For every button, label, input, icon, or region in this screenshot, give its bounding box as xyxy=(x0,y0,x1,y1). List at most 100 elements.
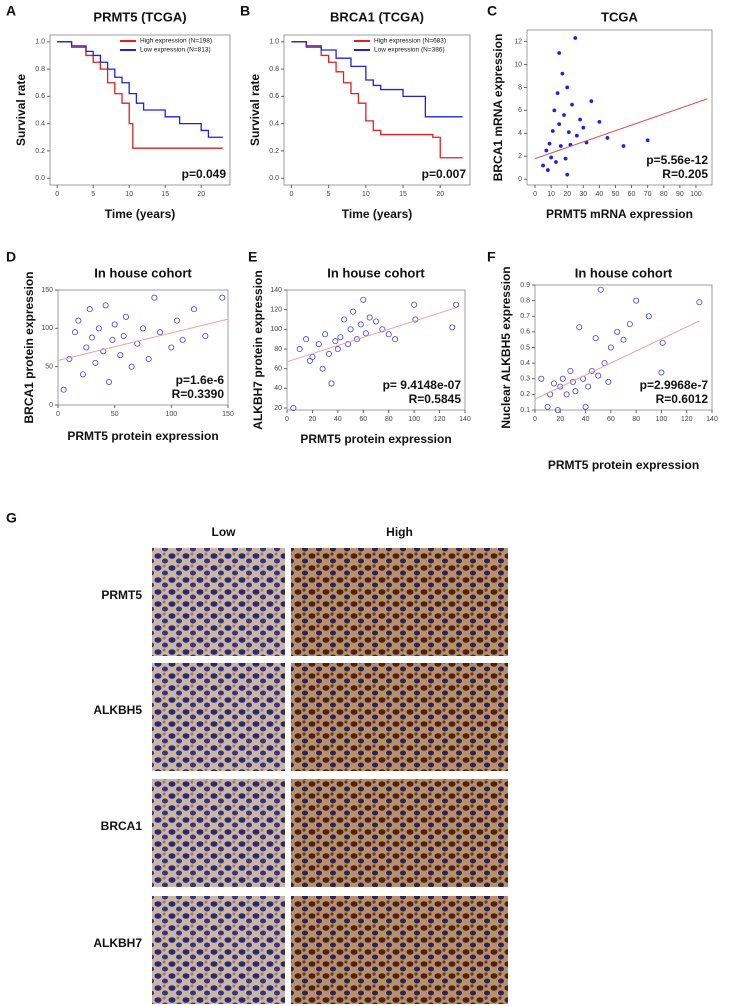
scatter-point xyxy=(581,125,586,130)
scatter-point xyxy=(89,334,96,341)
y-tick-label: 0.6 xyxy=(35,93,45,100)
scatter-point xyxy=(156,329,163,336)
y-tick-label: 1.0 xyxy=(35,39,45,46)
scatter-point xyxy=(151,294,158,301)
scatter-point xyxy=(563,156,568,161)
scatter-point xyxy=(592,335,599,342)
panel-letter: C xyxy=(487,3,497,19)
chart-title: In house cohort xyxy=(94,265,192,280)
y-tick-label: 100 xyxy=(41,325,53,332)
row-label: BRCA1 xyxy=(101,819,143,833)
scatter-point xyxy=(117,352,124,359)
scatter-point xyxy=(554,406,561,413)
scatter-point xyxy=(605,136,610,140)
scatter-point xyxy=(549,155,554,160)
x-tick-label: 100 xyxy=(690,191,702,198)
trend-line xyxy=(534,320,700,400)
x-tick-label: 10 xyxy=(362,191,370,198)
x-tick-label: 20 xyxy=(197,191,205,198)
scatter-point xyxy=(595,372,602,379)
x-tick-label: 0 xyxy=(289,191,293,198)
scatter-point xyxy=(66,355,73,362)
y-tick-label: 60 xyxy=(274,366,282,373)
panel-letter: E xyxy=(248,249,257,265)
scatter-point xyxy=(554,160,558,164)
y-tick-label: 40 xyxy=(274,385,282,392)
scatter-point xyxy=(557,122,562,127)
x-tick-label: 30 xyxy=(579,191,587,198)
y-tick-label: 0.2 xyxy=(520,391,530,398)
scatter-point xyxy=(696,299,703,306)
scatter-point xyxy=(614,328,621,335)
y-tick-label: 0.2 xyxy=(269,148,279,155)
scatter-point xyxy=(578,117,582,122)
x-tick-label: 0 xyxy=(56,411,60,418)
annotation: p=1.6e-6 xyxy=(176,373,225,387)
x-tick-label: 0 xyxy=(533,416,537,423)
scatter-point xyxy=(366,314,373,321)
x-tick-label: 60 xyxy=(607,416,615,423)
y-tick-label: 0.3 xyxy=(520,376,530,383)
x-tick-label: 80 xyxy=(632,416,640,423)
scatter-point xyxy=(332,338,339,345)
scatter-point xyxy=(544,403,551,410)
scatter-point xyxy=(559,375,566,382)
scatter-point xyxy=(659,339,666,346)
x-tick-label: 20 xyxy=(309,416,317,423)
ihc-image xyxy=(152,779,285,887)
scatter-point xyxy=(102,302,109,309)
scatter-point xyxy=(541,163,545,168)
scatter-point xyxy=(86,306,93,313)
scatter-point xyxy=(139,325,146,332)
x-tick-label: 0 xyxy=(285,416,289,423)
scatter-point xyxy=(546,168,550,172)
y-axis-label: Survival rate xyxy=(248,74,262,146)
plot-frame xyxy=(526,29,713,186)
scatter-point xyxy=(633,297,640,304)
scatter-point xyxy=(328,380,335,387)
chart-title: TCGA xyxy=(601,9,638,24)
panel-letter: F xyxy=(487,249,496,265)
scatter-point xyxy=(72,329,79,336)
scatter-point xyxy=(303,336,310,343)
y-tick-label: 0.9 xyxy=(520,282,530,289)
scatter-point xyxy=(296,346,303,353)
scatter-point xyxy=(179,336,186,343)
scatter-point xyxy=(589,99,594,104)
y-tick-label: 150 xyxy=(41,287,53,294)
annotation: R=0.5845 xyxy=(409,392,462,406)
ihc-image xyxy=(291,548,508,656)
y-axis-label: ALKBH7 protein expression xyxy=(251,270,265,429)
scatter-point xyxy=(319,365,326,372)
legend-label: Low expression (N=813) xyxy=(140,47,211,54)
scatter-point xyxy=(95,325,102,332)
scatter-point xyxy=(573,36,578,40)
scatter-point xyxy=(658,369,665,376)
scatter-point xyxy=(411,301,418,308)
scatter-point xyxy=(566,130,571,135)
y-tick-label: 0.6 xyxy=(269,93,279,100)
y-tick-label: 0.4 xyxy=(35,120,45,127)
x-tick-label: 140 xyxy=(459,416,471,423)
y-tick-label: 8 xyxy=(518,84,522,91)
scatter-point xyxy=(92,359,99,366)
y-tick-label: 0.8 xyxy=(520,297,530,304)
y-tick-label: 6 xyxy=(518,107,522,114)
panel-letter: A xyxy=(6,3,16,19)
y-tick-label: 140 xyxy=(270,287,282,294)
scatter-point xyxy=(75,317,82,324)
scatter-point xyxy=(645,138,650,143)
scatter-point xyxy=(567,367,574,374)
scatter-point xyxy=(574,133,579,138)
scatter-point xyxy=(109,336,116,343)
row-label: ALKBH7 xyxy=(93,936,142,950)
x-tick-label: 20 xyxy=(563,191,571,198)
scatter-point xyxy=(585,383,592,390)
annotation: p=2.9968e-7 xyxy=(640,378,709,392)
y-tick-label: 0.6 xyxy=(520,329,530,336)
scatter-point xyxy=(322,331,329,338)
plot-frame xyxy=(283,34,471,186)
y-axis-label: Nuclear ALKBH5 expression xyxy=(499,266,513,428)
x-tick-label: 20 xyxy=(436,191,444,198)
